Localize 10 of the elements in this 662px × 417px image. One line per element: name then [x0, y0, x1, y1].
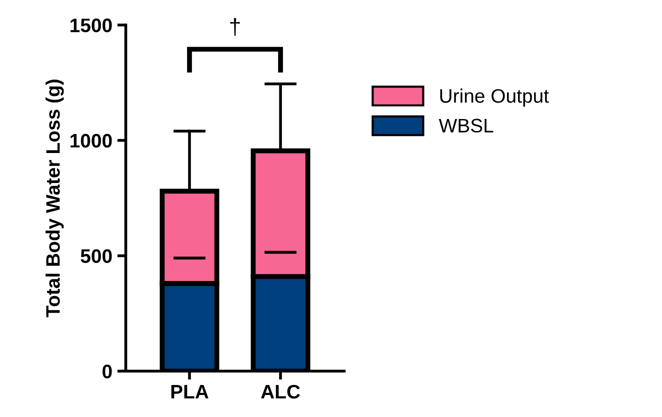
- y-tick-label: 1500: [70, 18, 112, 32]
- annotation: †: [230, 18, 240, 36]
- y-axis-title: Total Body Water Loss (g): [46, 80, 64, 318]
- legend-label: Urine Output: [440, 88, 549, 107]
- x-tick-label: ALC: [261, 384, 300, 399]
- y-tick-label: 0: [102, 364, 112, 378]
- y-tick-label: 500: [80, 249, 112, 263]
- x-tick-label: PLA: [171, 385, 208, 398]
- y-tick-label: 1000: [70, 134, 112, 148]
- legend-label: WBSL: [438, 118, 494, 133]
